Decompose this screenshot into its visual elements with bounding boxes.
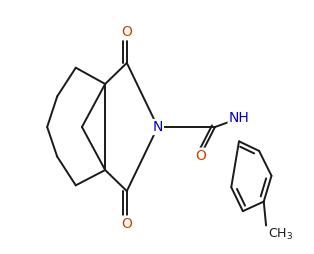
Text: CH$_3$: CH$_3$ <box>268 227 294 242</box>
Text: N: N <box>153 120 163 134</box>
Text: O: O <box>122 217 132 231</box>
Text: NH: NH <box>229 112 249 125</box>
Text: O: O <box>195 149 206 163</box>
Text: O: O <box>122 25 132 39</box>
